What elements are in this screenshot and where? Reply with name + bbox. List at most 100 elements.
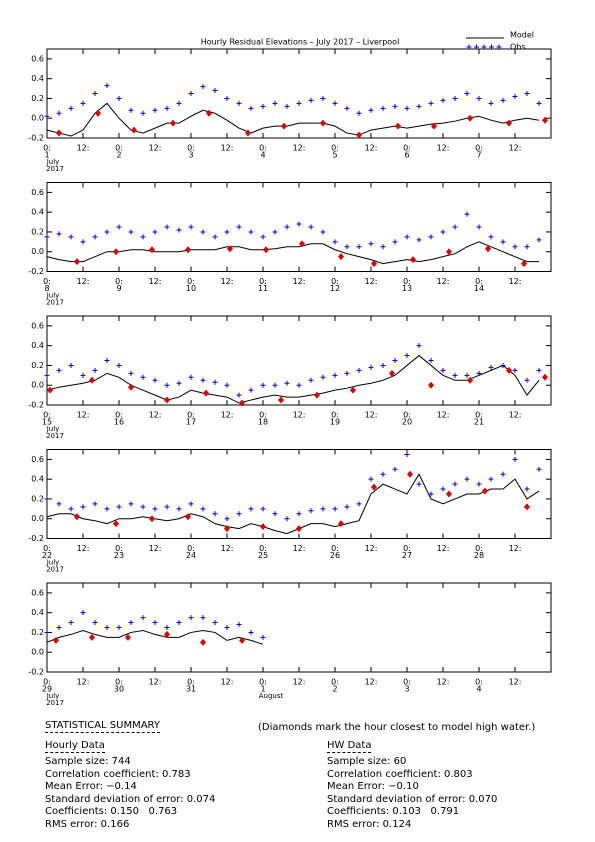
x-tick-label: 0: <box>259 144 267 153</box>
x-tick-label: 12: <box>509 678 522 687</box>
obs-marker <box>481 44 487 50</box>
y-tick-label: 0.0 <box>31 514 44 523</box>
x-tick-label: 12: <box>221 277 234 286</box>
obs-marker <box>56 501 62 507</box>
obs-marker <box>332 506 338 512</box>
obs-marker <box>512 456 518 462</box>
obs-marker <box>80 372 86 378</box>
obs-marker <box>404 105 410 111</box>
hw-diamond <box>296 525 302 533</box>
x-tick-label: 0: <box>403 277 411 286</box>
x-tick-label: 12: <box>77 277 90 286</box>
x-tick-label: 0: <box>331 144 339 153</box>
day-label: 21 <box>474 418 484 427</box>
hw-diamond <box>89 376 95 384</box>
day-label: 18 <box>258 418 268 427</box>
x-tick-label: 12: <box>293 411 306 420</box>
hw-diamond <box>113 248 119 256</box>
x-tick-label: 12: <box>293 544 306 553</box>
hw-diamond <box>200 638 206 646</box>
x-tick-label: 0: <box>187 411 195 420</box>
hw-diamond <box>128 383 134 391</box>
obs-marker <box>464 476 470 482</box>
summary-line: RMS error: 0.124 <box>327 818 412 830</box>
x-tick-label: 0: <box>115 678 123 687</box>
obs-marker <box>332 372 338 378</box>
obs-marker <box>476 481 482 487</box>
obs-marker <box>524 486 530 492</box>
obs-marker <box>200 84 206 90</box>
y-tick-label: 0.6 <box>31 188 44 197</box>
x-tick-label: 0: <box>403 144 411 153</box>
year-label: 2017 <box>46 299 64 307</box>
x-tick-label: 12: <box>365 411 378 420</box>
obs-marker <box>380 362 386 368</box>
x-tick-label: 0: <box>115 544 123 553</box>
obs-marker <box>248 629 254 635</box>
x-tick-label: 12: <box>149 411 162 420</box>
day-label: 11 <box>258 284 268 293</box>
obs-marker <box>308 224 314 230</box>
y-tick-label: 0.6 <box>31 588 44 597</box>
hw-diamond <box>131 126 137 134</box>
month-label: July <box>46 692 60 700</box>
day-label: 2 <box>332 685 337 694</box>
y-tick-label: 0.6 <box>31 321 44 330</box>
model-line <box>46 241 539 265</box>
obs-marker <box>212 620 218 626</box>
obs-marker <box>188 91 194 96</box>
obs-marker <box>248 105 254 111</box>
x-tick-label: 0: <box>187 144 195 153</box>
day-label: 24 <box>186 551 196 560</box>
obs-marker <box>44 496 50 502</box>
day-label: 7 <box>476 151 481 160</box>
hw-diamond <box>407 470 413 478</box>
month-label: July <box>46 425 60 433</box>
obs-marker <box>248 229 254 235</box>
obs-marker <box>236 224 242 230</box>
x-tick-label: 0: <box>259 411 267 420</box>
obs-marker <box>284 224 290 230</box>
model-line <box>46 473 540 535</box>
obs-marker <box>536 466 542 472</box>
y-tick-label: 0.4 <box>31 74 44 83</box>
x-tick-label: 0: <box>475 277 483 286</box>
x-tick-label: 12: <box>221 544 234 553</box>
obs-marker <box>500 97 506 103</box>
hw-diamond <box>47 386 53 394</box>
hw-diamond <box>485 245 491 253</box>
hw-diamond <box>113 520 119 528</box>
hw-diamond <box>299 240 305 248</box>
month-label: August <box>259 692 284 700</box>
y-tick-label: -0.2 <box>28 134 44 143</box>
obs-marker <box>524 91 530 96</box>
obs-marker <box>368 476 374 482</box>
obs-marker <box>296 100 302 106</box>
x-tick-label: 0: <box>259 277 267 286</box>
obs-marker <box>428 234 434 240</box>
x-tick-label: 12: <box>293 277 306 286</box>
obs-marker <box>464 91 470 96</box>
year-label: 2017 <box>46 699 64 707</box>
x-tick-label: 0: <box>115 144 123 153</box>
hw-diamond <box>446 248 452 256</box>
obs-marker <box>200 615 206 621</box>
hw-diamond <box>521 260 527 268</box>
obs-marker <box>260 234 266 240</box>
obs-marker <box>404 234 410 240</box>
obs-marker <box>356 501 362 507</box>
x-tick-label: 0: <box>259 678 267 687</box>
obs-marker <box>308 508 314 514</box>
obs-marker <box>248 506 254 512</box>
summary-title: STATISTICAL SUMMARY <box>45 720 160 733</box>
obs-marker <box>380 244 386 250</box>
obs-marker <box>416 481 422 487</box>
obs-marker <box>140 374 146 380</box>
hw-diamond <box>278 396 284 404</box>
day-label: 23 <box>114 551 124 560</box>
obs-marker <box>224 516 230 522</box>
x-tick-label: 0: <box>475 544 483 553</box>
obs-marker <box>176 506 182 512</box>
summary-line: Sample size: 60 <box>327 756 407 767</box>
day-label: 29 <box>42 685 52 694</box>
